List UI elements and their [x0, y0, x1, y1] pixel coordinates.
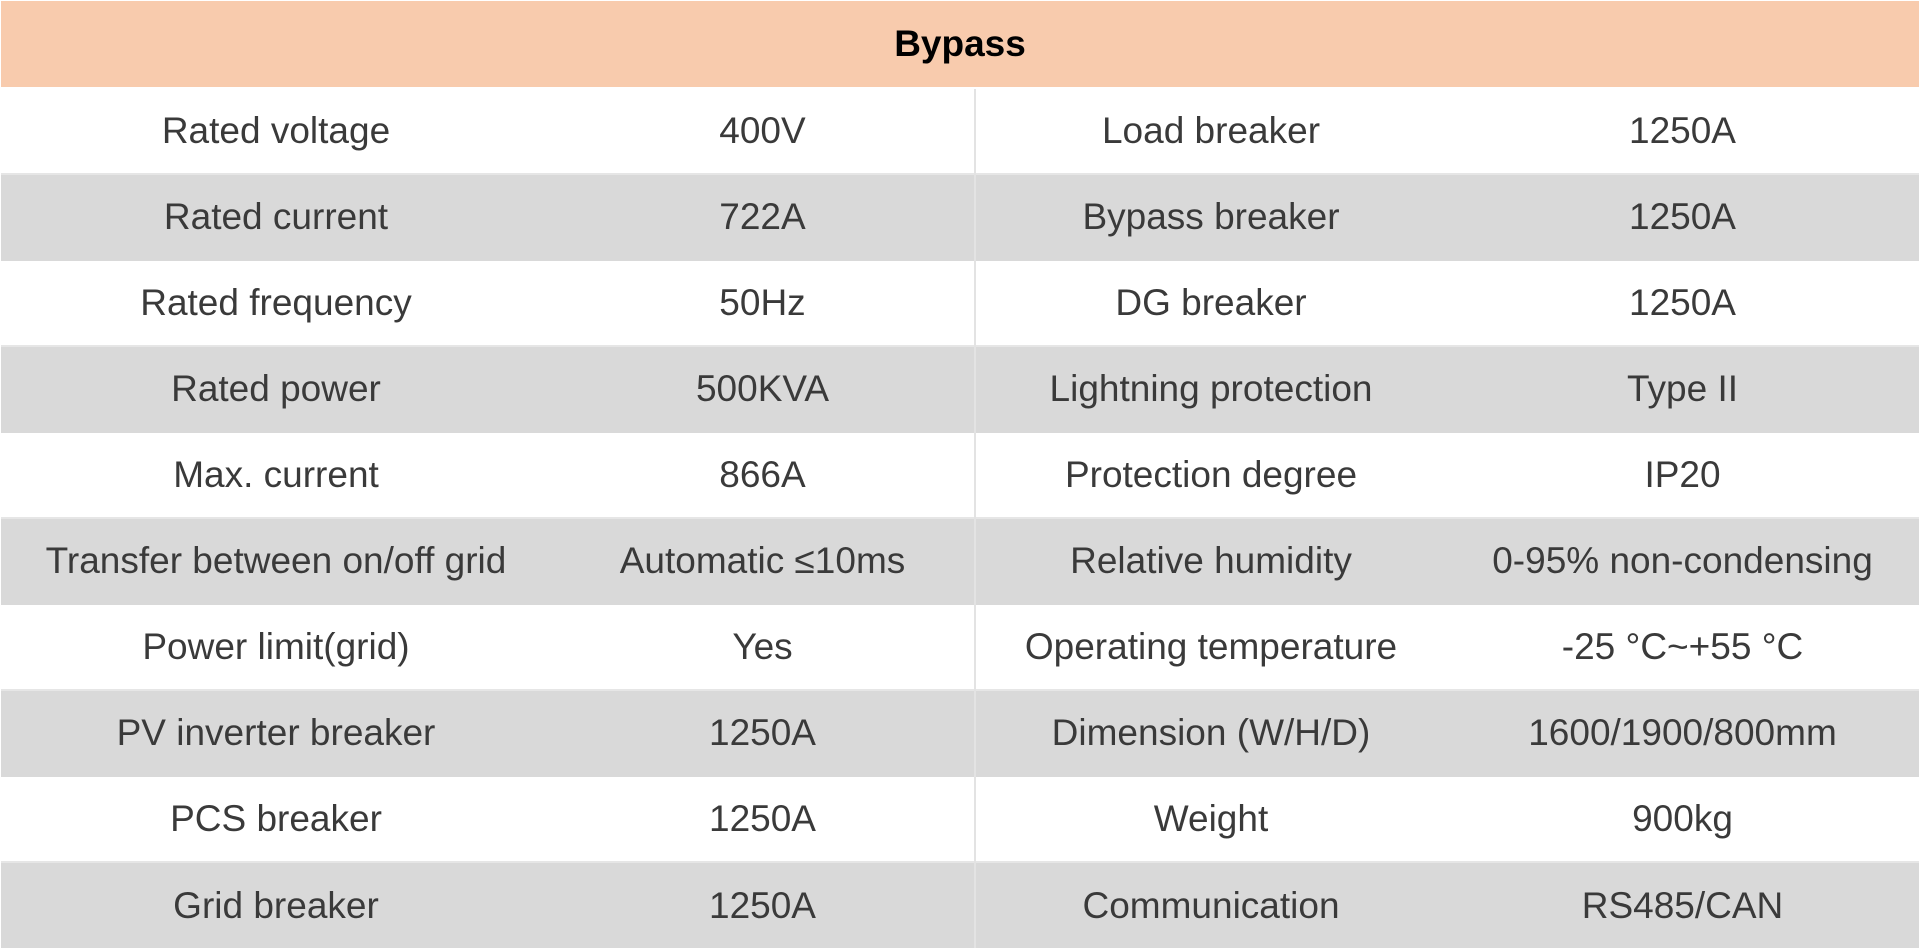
table-row: Rated current 722A Bypass breaker 1250A — [1, 173, 1920, 260]
spec-label: Bypass breaker — [974, 173, 1446, 260]
spec-label: Max. current — [1, 431, 551, 518]
table-row: Grid breaker 1250A Communication RS485/CAN — [1, 861, 1920, 948]
spec-value: 1250A — [1446, 173, 1920, 260]
spec-label: Operating temperature — [974, 603, 1446, 690]
spec-label: Lightning protection — [974, 345, 1446, 432]
spec-label: Weight — [974, 775, 1446, 862]
table-row: Transfer between on/off grid Automatic ≤1… — [1, 517, 1920, 604]
spec-label: Grid breaker — [1, 861, 551, 948]
spec-label: PCS breaker — [1, 775, 551, 862]
table-row: Rated voltage 400V Load breaker 1250A — [1, 87, 1920, 174]
spec-label: Communication — [974, 861, 1446, 948]
table-row: Rated frequency 50Hz DG breaker 1250A — [1, 259, 1920, 346]
spec-label: Power limit(grid) — [1, 603, 551, 690]
table-row: PV inverter breaker 1250A Dimension (W/H/D… — [1, 689, 1920, 776]
spec-label: DG breaker — [974, 259, 1446, 346]
spec-value: RS485/CAN — [1446, 861, 1920, 948]
spec-value: 400V — [551, 87, 975, 174]
spec-value: 1250A — [551, 775, 975, 862]
table-row: Power limit(grid) Yes Operating temperatur… — [1, 603, 1920, 690]
spec-label: Rated current — [1, 173, 551, 260]
spec-label: Rated voltage — [1, 87, 551, 174]
spec-value: 900kg — [1446, 775, 1920, 862]
spec-label: Protection degree — [974, 431, 1446, 518]
spec-value: Yes — [551, 603, 975, 690]
spec-value: 1250A — [551, 689, 975, 776]
spec-label: Rated power — [1, 345, 551, 432]
spec-value: 0-95% non-condensing — [1446, 517, 1920, 604]
spec-label: Relative humidity — [974, 517, 1446, 604]
spec-label: Transfer between on/off grid — [1, 517, 551, 604]
table-header-row: Bypass — [1, 1, 1920, 89]
table-body: Rated voltage 400V Load breaker 1250A Rated … — [1, 87, 1920, 948]
spec-label: PV inverter breaker — [1, 689, 551, 776]
spec-value: Automatic ≤10ms — [551, 517, 975, 604]
spec-value: Type II — [1446, 345, 1920, 432]
spec-label: Dimension (W/H/D) — [974, 689, 1446, 776]
table-row: PCS breaker 1250A Weight 900kg — [1, 775, 1920, 862]
spec-label: Rated frequency — [1, 259, 551, 346]
table-title: Bypass — [1, 1, 1920, 89]
spec-value: 1250A — [1446, 259, 1920, 346]
spec-value: 722A — [551, 173, 975, 260]
table-row: Max. current 866A Protection degree IP20 — [1, 431, 1920, 518]
spec-value: 500KVA — [551, 345, 975, 432]
spec-value: IP20 — [1446, 431, 1920, 518]
spec-value: 1250A — [1446, 87, 1920, 174]
spec-value: 1250A — [551, 861, 975, 948]
spec-value: 866A — [551, 431, 975, 518]
spec-value: 50Hz — [551, 259, 975, 346]
spec-value: 1600/1900/800mm — [1446, 689, 1920, 776]
spec-label: Load breaker — [974, 87, 1446, 174]
spec-value: -25 °C~+55 °C — [1446, 603, 1920, 690]
table-row: Rated power 500KVA Lightning protection Typ… — [1, 345, 1920, 432]
